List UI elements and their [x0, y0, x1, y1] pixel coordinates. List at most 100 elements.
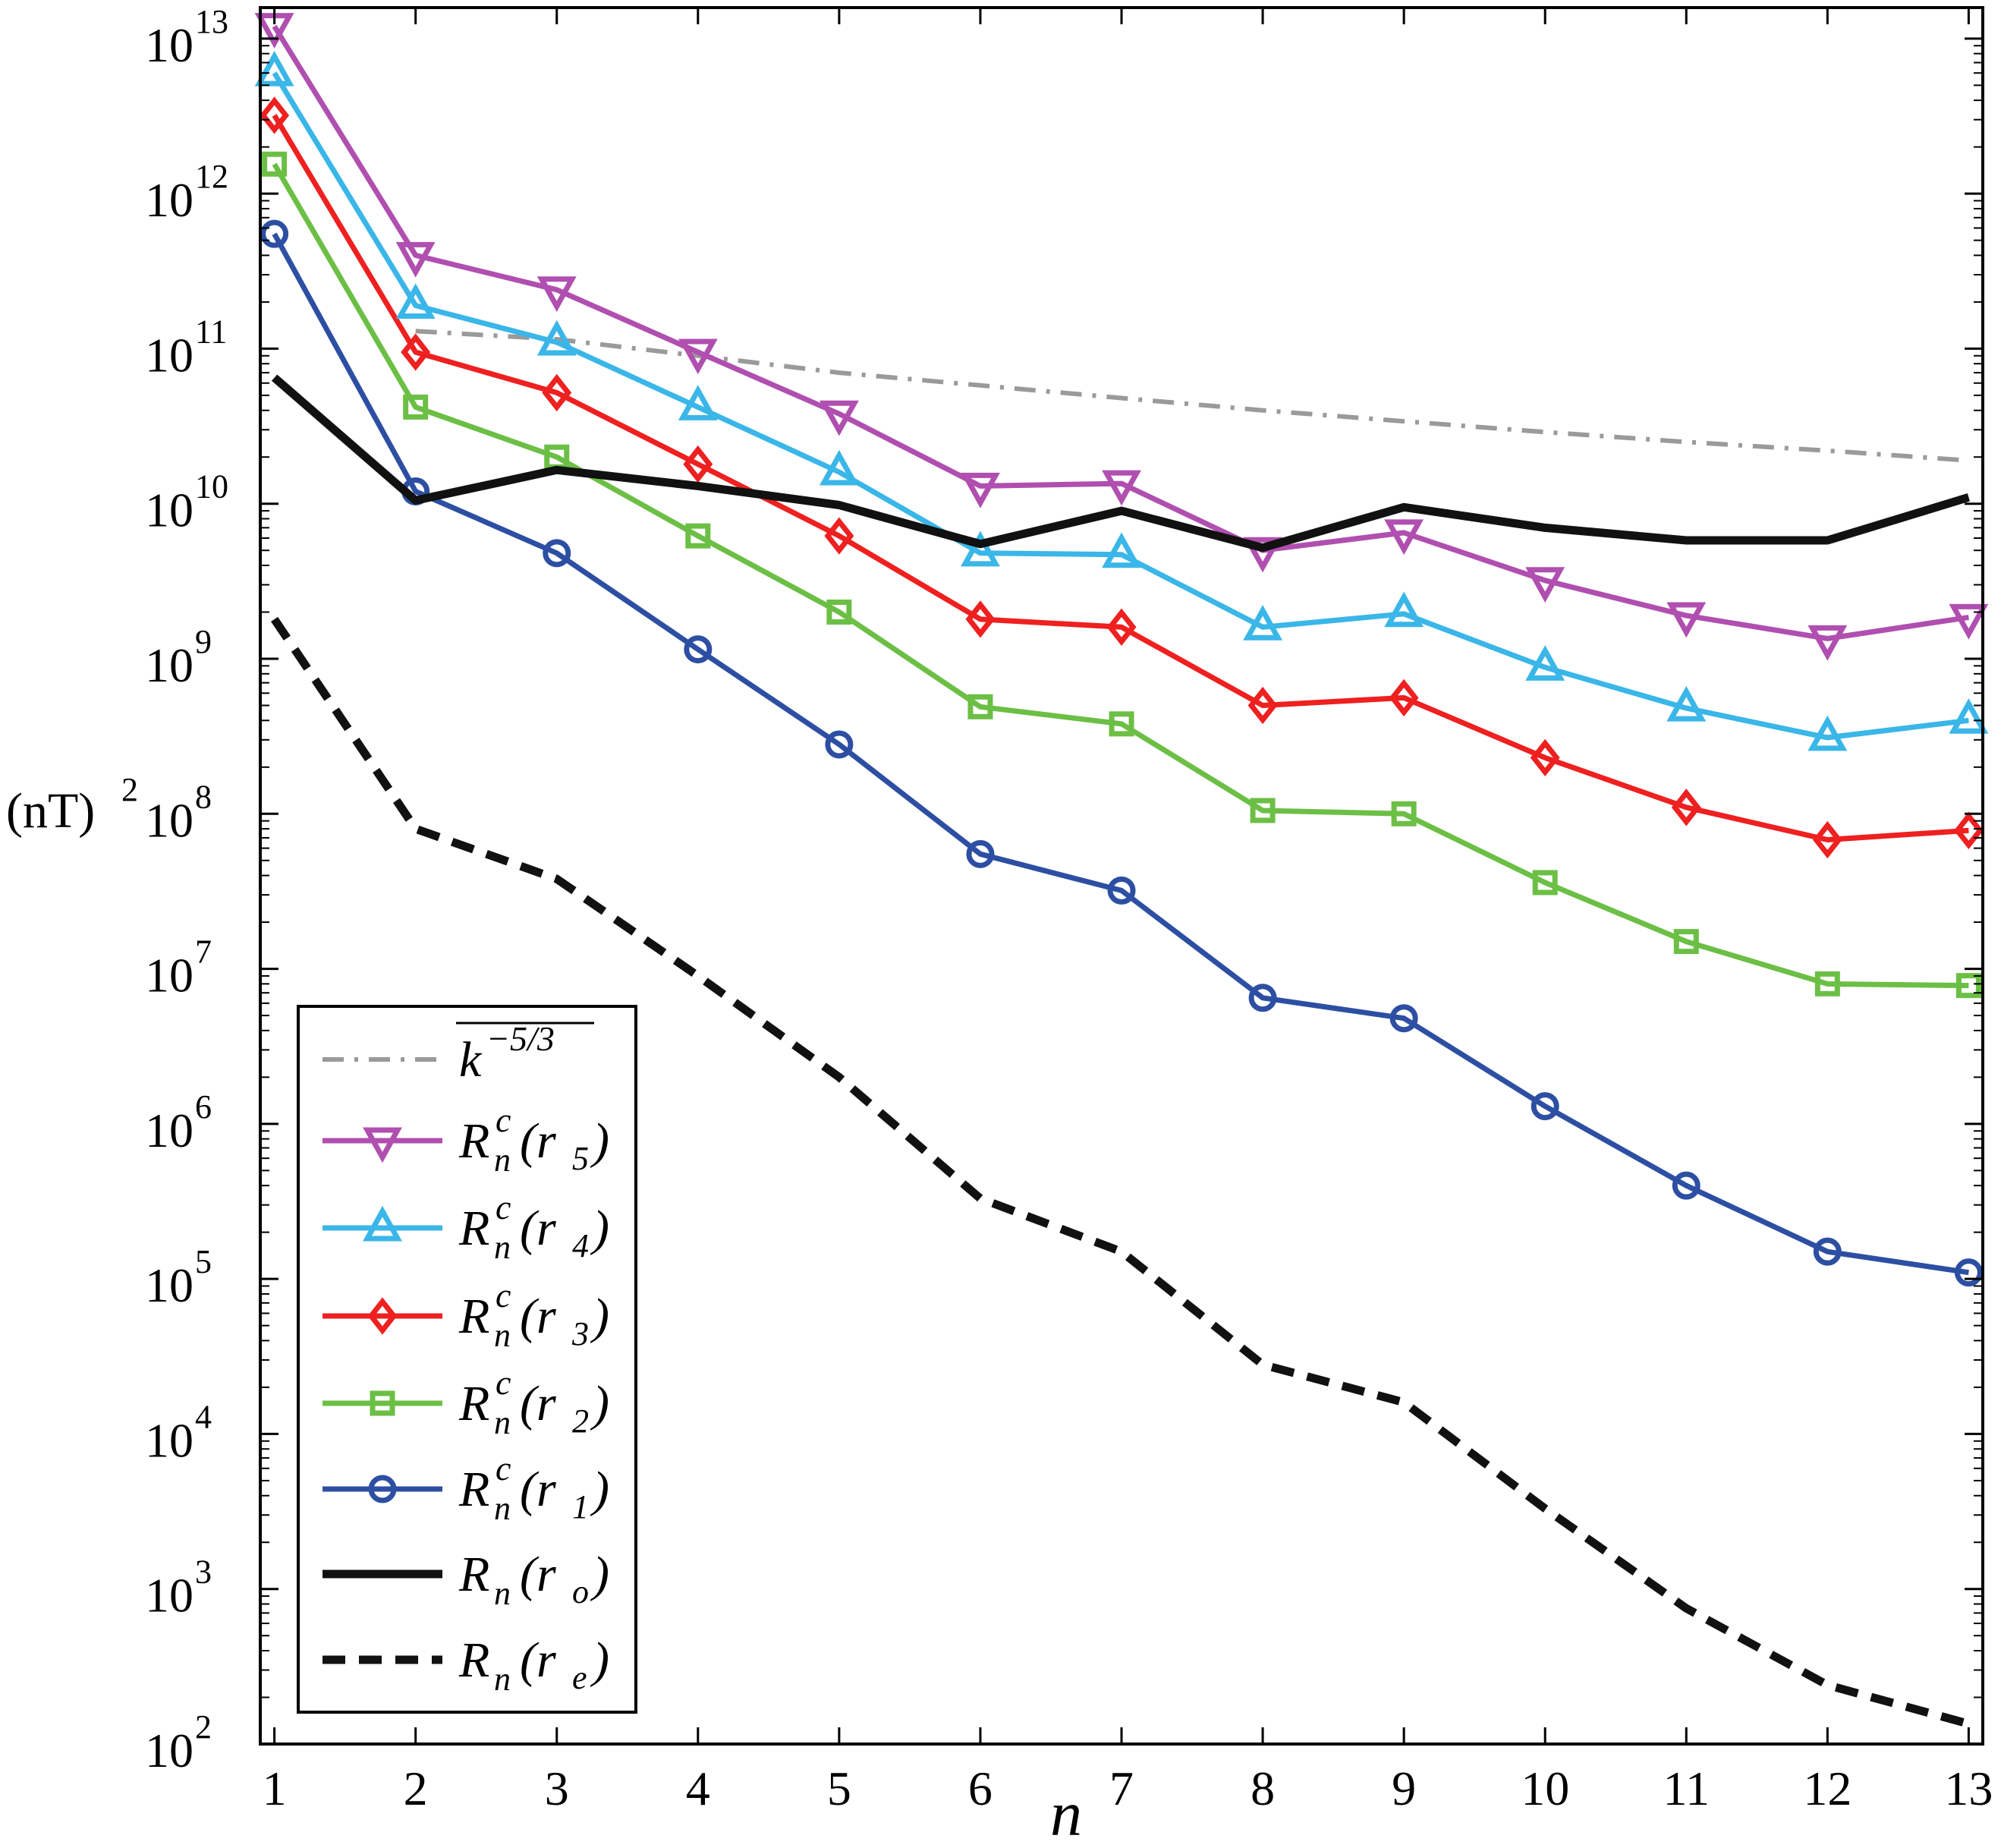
y-tick-base: 10 [145, 1258, 193, 1312]
legend-label-sup: c [496, 1363, 511, 1402]
x-tick-label: 7 [1109, 1761, 1134, 1815]
data-point [363, 1205, 402, 1242]
y-tick-label: 10 7 [145, 933, 212, 1003]
data-point [1389, 678, 1419, 717]
legend-label-base: R [458, 1462, 489, 1517]
data-point [1243, 605, 1283, 641]
y-tick-label: 10 11 [145, 313, 227, 382]
y-tick-exponent: 6 [195, 1088, 212, 1125]
y-tick-label: 10 12 [145, 158, 228, 227]
data-point [1808, 625, 1848, 661]
data-point [536, 320, 577, 356]
data-point [262, 151, 288, 177]
data-point [401, 333, 431, 371]
y-tick-exponent: 5 [195, 1243, 212, 1280]
data-point [965, 600, 996, 638]
data-point [1102, 532, 1141, 568]
x-tick-label: 5 [827, 1761, 851, 1815]
legend-label-sub: n [494, 1317, 511, 1354]
y-tick-base: 10 [145, 793, 193, 847]
data-point [1531, 1092, 1559, 1121]
data-point [960, 472, 1000, 508]
data-point [367, 1297, 398, 1335]
y-tick-label: 10 2 [145, 1708, 212, 1777]
y-tick-exponent: 7 [195, 933, 212, 971]
data-point [1530, 738, 1560, 777]
y-tick-label: 10 3 [145, 1554, 212, 1623]
x-tick-label: 1 [263, 1761, 287, 1815]
legend-label-close: ) [590, 1113, 609, 1169]
legend-label-sub: n [494, 1490, 511, 1527]
legend-label-sub: n [494, 1661, 511, 1698]
legend-label-close: ) [590, 1462, 609, 1517]
legend-label-base: R [458, 1376, 489, 1431]
y-tick-exponent: 13 [195, 3, 228, 40]
x-tick-label: 3 [545, 1761, 569, 1815]
y-tick-label: 10 8 [145, 778, 212, 847]
data-point [684, 635, 713, 664]
y-axis-title-exponent: 2 [121, 771, 138, 808]
y-tick-exponent: 12 [195, 158, 228, 195]
data-point [1248, 984, 1277, 1012]
legend-label-arg-sub: e [572, 1659, 587, 1696]
data-point [1671, 789, 1701, 826]
legend-label-arg-sub: 3 [571, 1315, 589, 1352]
data-point [1673, 929, 1699, 955]
legend-label-base: R [458, 1289, 489, 1344]
data-point [960, 530, 1000, 567]
data-point [403, 394, 429, 420]
legend-label-close: ) [590, 1289, 609, 1344]
y-tick-base: 10 [145, 1413, 193, 1467]
y-tick-exponent: 8 [195, 778, 212, 815]
series-line-r2 [272, 162, 1969, 989]
data-point [678, 338, 718, 375]
x-tick-label: 9 [1392, 1761, 1416, 1815]
data-point [819, 400, 859, 436]
data-point [1953, 811, 1984, 849]
legend-label-close: ) [590, 1376, 609, 1431]
legend-item-kolmogorov: k −5/3 [322, 1019, 594, 1088]
data-point [1243, 537, 1283, 573]
y-tick-label: 10 6 [145, 1088, 212, 1157]
y-tick-base: 10 [145, 1103, 193, 1157]
data-point [1107, 876, 1136, 905]
data-point [395, 283, 436, 319]
data-point [1391, 801, 1417, 826]
legend-label-sup: c [496, 1449, 511, 1488]
data-point [678, 385, 718, 420]
y-tick-label: 10 10 [145, 468, 228, 537]
x-tick-label: 8 [1251, 1761, 1275, 1815]
data-point [368, 1475, 397, 1503]
series-line-r3 [272, 114, 1969, 842]
legend-label-sub: n [494, 1229, 511, 1266]
data-point [1102, 470, 1141, 506]
legend-label-sup: c [496, 1276, 511, 1314]
y-tick-exponent: 11 [195, 313, 227, 350]
legend-label-arg-sub: 2 [572, 1403, 589, 1440]
plot-area [254, 13, 1989, 1728]
x-tick-label: 13 [1944, 1761, 1993, 1815]
y-tick-base: 10 [145, 18, 193, 72]
legend-label-base: R [458, 1113, 489, 1169]
y-tick-base: 10 [145, 638, 193, 692]
legend-label-sub: n [494, 1404, 511, 1441]
y-tick-exponent: 10 [195, 468, 228, 505]
data-point [1813, 1237, 1842, 1266]
data-point [260, 96, 290, 134]
legend-label-sup: c [496, 1188, 511, 1226]
y-tick-label: 10 5 [145, 1243, 212, 1312]
data-point [1525, 567, 1565, 603]
series-line-kolmogorov [415, 329, 1969, 463]
legend-label-base: R [458, 1201, 489, 1256]
legend-label-sup: c [496, 1100, 511, 1139]
data-point [1389, 1004, 1418, 1033]
y-tick-base: 10 [145, 949, 193, 1003]
data-point [1525, 645, 1565, 681]
series-r4 [254, 50, 1989, 751]
data-point [1954, 1258, 1983, 1287]
series-kolmogorov [415, 329, 1969, 463]
data-point [536, 276, 577, 312]
legend-label-base: R [458, 1547, 489, 1602]
